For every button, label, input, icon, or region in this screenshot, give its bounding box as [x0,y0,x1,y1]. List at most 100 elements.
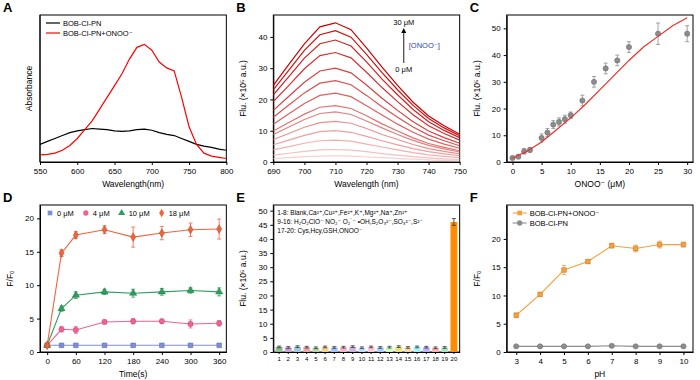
marker [585,344,590,349]
x-axis-tick: 750 [453,162,467,176]
y-axis-tick-label: 0 [496,158,501,167]
error-bar [103,320,107,324]
x-axis-tick-mark [162,352,163,355]
x-tick-label: 18 [432,356,439,362]
marker [562,268,567,273]
panel: 060120180240300360051015200 μM4 μM10 μM1… [3,190,227,379]
plot-area [514,241,687,349]
marker [657,344,662,349]
x-axis-tick-mark [77,162,78,165]
y-axis-tick-mark [270,253,273,254]
annotation: 0 μM [395,65,412,74]
y-axis-tick-mark [504,135,507,136]
y-axis-tick-label: 20 [258,96,267,105]
error-bar [443,347,447,349]
y-axis-tick-label: 15 [492,263,501,272]
legend-label: 4 μM [93,209,110,218]
marker [131,233,136,242]
x-axis-tick-mark [297,352,298,354]
y-axis-tick-label: 20 [492,235,501,244]
bar [432,348,439,352]
x-axis-tick: 6 [586,352,591,366]
marker [681,242,686,247]
x-axis-tick-label: 800 [220,167,234,176]
error-bar [160,226,164,239]
y-axis-tick-mark [270,338,273,339]
y-axis-tick: 10 [258,320,273,329]
error-bar [658,241,662,248]
x-axis-tick-mark [152,162,153,165]
y-axis-tick-label: 25 [258,277,267,286]
x-axis-tick-label: 730 [391,167,405,176]
y-axis-tick: 0 [30,348,40,357]
y-axis-tick: 20 [25,214,40,223]
x-axis-tick: 10 [359,352,366,362]
marker [537,344,542,349]
y-axis-line [507,16,508,163]
x-axis-tick-label: 7 [610,357,615,366]
x-axis-tick: 11 [368,352,375,362]
x-axis-tick: 180 [127,352,141,366]
marker [514,313,519,318]
panel-title: D [3,190,12,205]
panel-title: A [3,0,13,15]
x-axis-tick: 0 [45,352,50,366]
marker [216,288,223,294]
y-axis-tick: 50 [492,24,507,33]
x-axis-tick: 25 [654,162,663,176]
series-line [40,44,226,158]
x-axis-tick-label: 600 [71,167,85,176]
marker [130,289,137,295]
bar [331,347,338,352]
error-bar [323,346,327,348]
y-axis-tick: 5 [496,320,506,329]
y-axis-tick: 50 [258,207,273,216]
x-axis-tick: 4 [538,352,543,366]
x-axis-title: ONOO⁻ (μM) [575,179,626,189]
error-bar [452,219,456,226]
y-axis-tick-mark [270,352,273,353]
y-axis-tick: 15 [492,263,507,272]
x-axis-tick: 5 [540,162,545,176]
x-axis-tick: 2 [287,352,291,362]
marker [615,58,620,63]
error-bar [189,320,193,328]
y-axis-tick-label: 40 [258,33,267,42]
x-tick-label: 14 [395,356,402,362]
y-axis-tick-mark [504,267,507,268]
x-axis-tick-label: 5 [562,357,567,366]
x-axis-line [41,162,227,163]
y-axis-tick-label: 0 [30,348,35,357]
x-axis-tick-mark [380,352,381,354]
error-bar [656,23,660,44]
plot-area [510,18,690,161]
x-axis-tick: 3 [514,352,519,366]
y-axis-tick-mark [270,310,273,311]
error-bar [681,242,685,247]
y-axis-tick: 0 [496,348,506,357]
x-axis-tick-mark [304,162,305,165]
x-axis-tick: 16 [414,352,421,362]
x-axis-tick: 120 [98,352,112,366]
legend-item: BOB-Cl-PN [513,219,568,228]
marker [551,122,556,127]
bar [414,347,421,352]
annotation: 30 μM [393,18,414,27]
x-tick-label: 17 [423,356,430,362]
legend-swatch [46,32,60,33]
marker [591,79,596,84]
panel: 34567891005101520BOB-Cl-PN+ONOO⁻BOB-Cl-P… [470,190,694,379]
marker [158,288,165,294]
x-axis-tick-label: 710 [329,167,343,176]
y-axis-tick: 0 [263,158,273,167]
x-axis: 345678910 [507,352,693,366]
x-axis-tick: 1 [277,352,281,362]
x-axis-tick-mark [226,162,227,165]
legend-swatch [517,211,522,216]
y-axis: 01020304050 [492,16,507,168]
y-axis-tick-mark [504,239,507,240]
error-bar [604,63,608,74]
error-bar [103,226,107,234]
bar [322,347,329,352]
y-axis-tick-label: 35 [258,249,267,258]
